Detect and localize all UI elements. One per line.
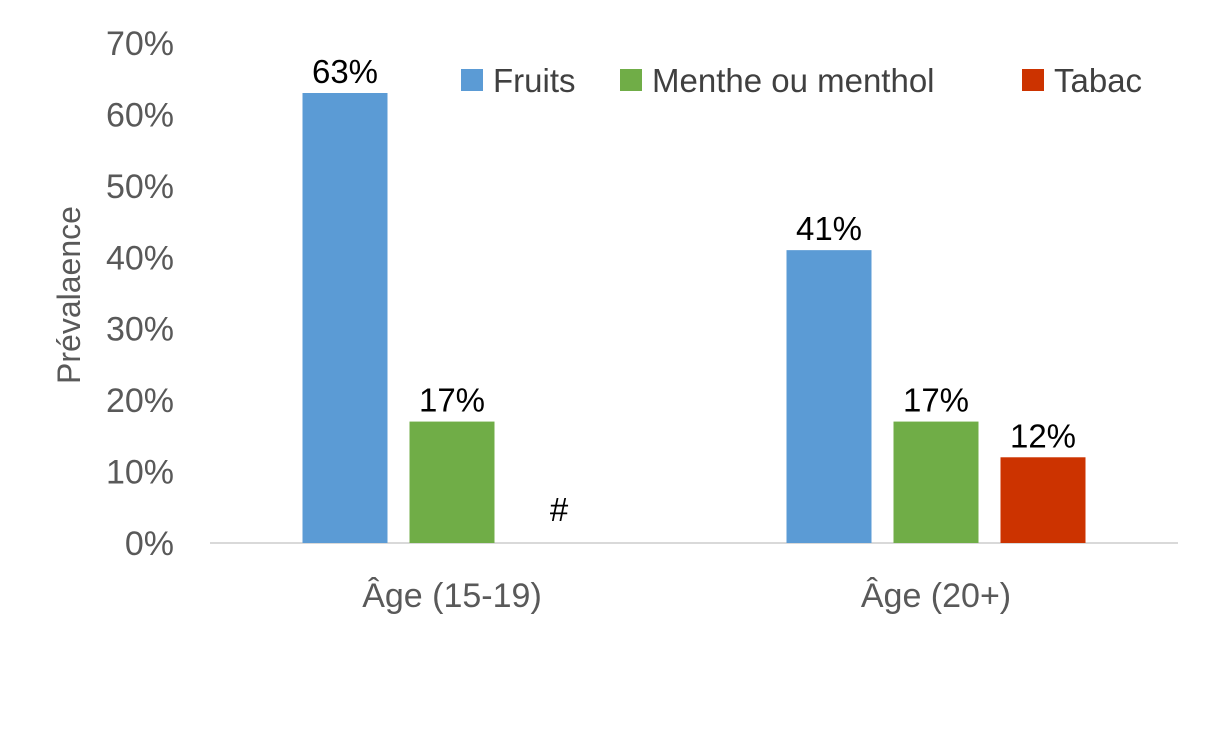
legend-swatch [461,69,483,91]
legend: Fruits Menthe ou menthol Tabac [461,62,1142,99]
legend-swatch [1022,69,1044,91]
y-tick-label: 0% [125,525,174,563]
bar [786,250,872,543]
y-axis-ticks: 0% 10% 20% 30% 40% 50% 60% 70% [106,25,174,563]
data-label: 63% [312,53,378,90]
bar [302,93,388,543]
y-tick-label: 40% [106,239,174,277]
y-tick-label: 60% [106,96,174,134]
y-tick-label: 30% [106,311,174,349]
bars [302,93,1086,543]
data-label: 17% [419,382,485,419]
bar [409,421,495,543]
legend-label: Tabac [1054,62,1142,99]
legend-swatch [620,69,642,91]
bar [1000,457,1086,543]
data-label: 12% [1010,417,1076,454]
data-labels: 63% 17% #41% 17% 12% [312,53,1076,528]
category-label: Âge (15-19) [362,577,542,615]
bar [893,421,979,543]
category-label: Âge (20+) [861,577,1011,615]
y-tick-label: 10% [106,454,174,492]
data-label: 41% [796,210,862,247]
y-tick-label: 20% [106,382,174,420]
legend-label: Menthe ou menthol [652,62,935,99]
y-tick-label: 50% [106,168,174,206]
legend-label: Fruits [493,62,576,99]
category-labels: Âge (15-19) Âge (20+) [362,577,1011,615]
y-axis-title: Prévalaence [51,206,87,384]
y-tick-label: 70% [106,25,174,63]
data-label: 17% [903,382,969,419]
data-label-suppressed: # [550,491,569,528]
